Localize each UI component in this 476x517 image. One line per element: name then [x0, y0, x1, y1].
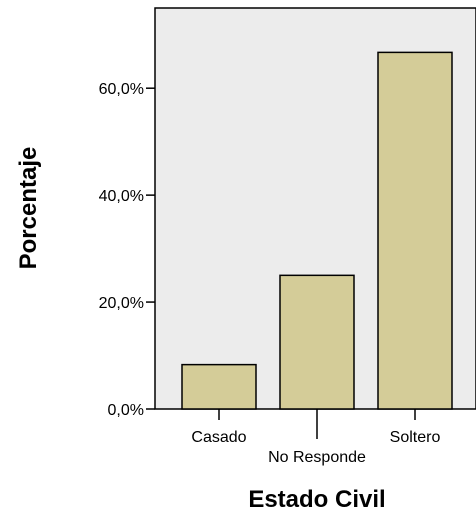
x-axis-title: Estado Civil — [248, 486, 385, 513]
bar-casado — [181, 363, 257, 410]
bars — [181, 51, 453, 410]
y-tick-label: 40,0% — [99, 188, 144, 205]
y-axis-ticks: 0,0% 20,0% 40,0% 60,0% — [99, 81, 155, 419]
x-tick-label-soltero: Soltero — [390, 429, 441, 446]
bar-soltero — [377, 51, 453, 410]
y-axis-title: Porcentaje — [15, 147, 42, 270]
y-tick-label: 60,0% — [99, 81, 144, 98]
y-tick-label: 0,0% — [108, 402, 144, 419]
x-axis-ticks: Casado No Responde Soltero — [191, 409, 440, 466]
x-tick-label-no-responde: No Responde — [268, 449, 366, 466]
bar-no-responde — [279, 274, 355, 410]
y-tick-label: 20,0% — [99, 295, 144, 312]
x-tick-label-casado: Casado — [191, 429, 246, 446]
